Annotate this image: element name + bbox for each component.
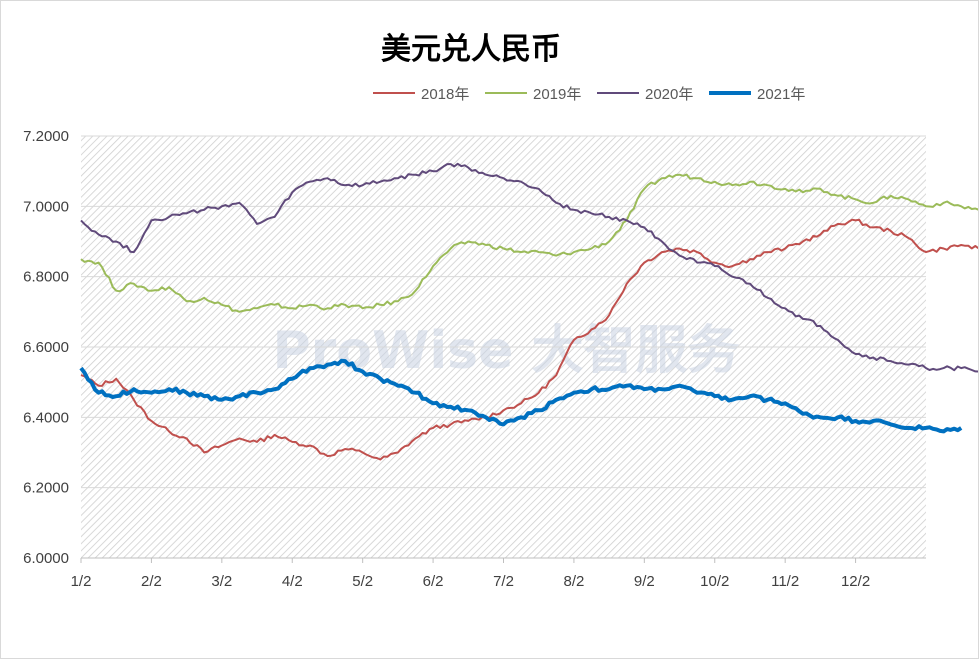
x-tick-label: 4/2 <box>282 573 303 590</box>
series-line-2018 <box>80 218 978 461</box>
series-group <box>79 162 978 461</box>
legend-label: 2021年 <box>757 86 805 103</box>
legend-label: 2019年 <box>533 86 581 103</box>
y-tick-label: 6.8000 <box>23 269 69 286</box>
y-tick-label: 6.4000 <box>23 409 69 426</box>
legend: 2018年 2019年 2020年 2021年 <box>373 86 805 103</box>
x-tick-label: 8/2 <box>563 573 584 590</box>
x-tick-label: 2/2 <box>141 573 162 590</box>
x-tick-label: 7/2 <box>493 573 514 590</box>
y-tick-label: 7.2000 <box>23 128 69 145</box>
series-line-2020 <box>80 162 978 373</box>
x-tick-label: 9/2 <box>634 573 655 590</box>
x-tick-label: 10/2 <box>700 573 729 590</box>
legend-label: 2018年 <box>421 86 469 103</box>
x-tick-label: 12/2 <box>841 573 870 590</box>
x-tick-label: 5/2 <box>352 573 373 590</box>
gridlines <box>81 135 926 559</box>
legend-label: 2020年 <box>645 86 693 103</box>
x-tick-label: 6/2 <box>423 573 444 590</box>
chart-title: 美元兑人民币 <box>381 32 561 67</box>
y-axis-ticks: 6.0000 6.2000 6.4000 6.6000 6.8000 7.0000 7.20… <box>23 128 69 567</box>
y-tick-label: 6.6000 <box>23 339 69 356</box>
series-line-2019 <box>80 173 978 313</box>
series-line-2021 <box>79 358 963 434</box>
y-tick-label: 7.0000 <box>23 198 69 215</box>
x-tick-label: 11/2 <box>771 573 799 590</box>
y-tick-label: 6.0000 <box>23 550 69 567</box>
x-tick-label: 3/2 <box>211 573 232 590</box>
x-axis-ticks: 1/2 2/2 3/2 4/2 5/2 6/2 7/2 8/2 9/2 10/2 11/2 12/2 <box>71 558 870 590</box>
watermark-text: ProWise 大智服务 <box>273 321 740 381</box>
y-tick-label: 6.2000 <box>23 480 69 497</box>
x-tick-label: 1/2 <box>71 573 92 590</box>
